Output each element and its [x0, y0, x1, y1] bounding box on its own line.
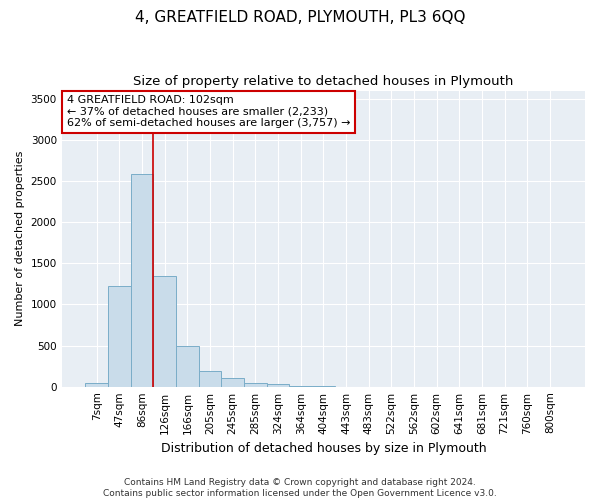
Bar	[154, 276, 176, 386]
Bar	[85, 382, 108, 386]
Bar	[199, 372, 221, 386]
Title: Size of property relative to detached houses in Plymouth: Size of property relative to detached ho…	[133, 75, 514, 88]
Text: 4 GREATFIELD ROAD: 102sqm
← 37% of detached houses are smaller (2,233)
62% of se: 4 GREATFIELD ROAD: 102sqm ← 37% of detac…	[67, 95, 350, 128]
Bar	[244, 382, 266, 386]
X-axis label: Distribution of detached houses by size in Plymouth: Distribution of detached houses by size …	[161, 442, 486, 455]
Text: Contains HM Land Registry data © Crown copyright and database right 2024.
Contai: Contains HM Land Registry data © Crown c…	[103, 478, 497, 498]
Bar	[131, 174, 154, 386]
Text: 4, GREATFIELD ROAD, PLYMOUTH, PL3 6QQ: 4, GREATFIELD ROAD, PLYMOUTH, PL3 6QQ	[135, 10, 465, 25]
Bar	[108, 286, 131, 386]
Bar	[266, 384, 289, 386]
Bar	[221, 378, 244, 386]
Bar	[176, 346, 199, 387]
Y-axis label: Number of detached properties: Number of detached properties	[15, 151, 25, 326]
